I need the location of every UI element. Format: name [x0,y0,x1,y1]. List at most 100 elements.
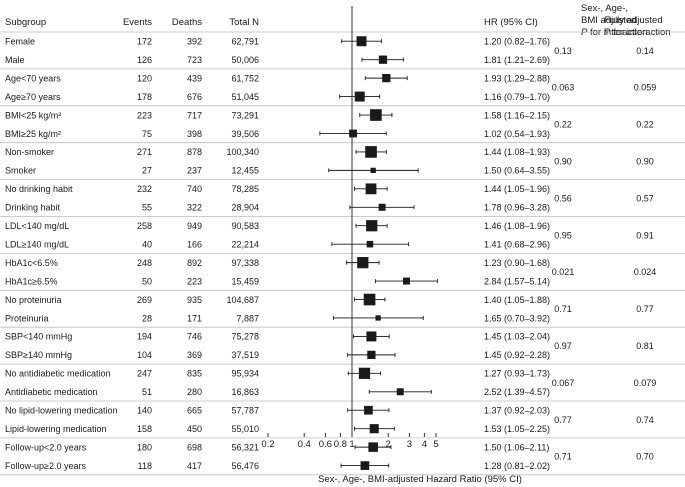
hr-point [365,183,377,195]
row-deaths: 369 [187,350,202,360]
hr-point [378,55,388,64]
row-hr-text: 1.23 (0.90–1.68) [484,258,550,268]
row-total: 61,752 [231,73,259,83]
row-total: 28,904 [231,203,259,213]
row-hr-text: 1.20 (0.82–1.76) [484,37,550,47]
group-separators [0,31,685,476]
table-row: Follow-up≥2.0 years 118 417 56,476 1.28 (0.8… [5,461,550,471]
p-interaction-sab: 0.90 [554,156,572,166]
row-events: 271 [137,147,152,157]
row-label: LDL≥140 mg/dL [5,239,69,249]
row-deaths: 740 [187,184,202,194]
row-label: LDL<140 mg/dL [5,221,69,231]
row-deaths: 746 [187,332,202,342]
x-tick-label: 0.6 [319,439,332,450]
row-label: SBP<140 mmHg [5,332,72,342]
x-tick-label: 0.4 [298,439,311,450]
row-label: HbA1c<6.5% [5,258,58,268]
row-hr-text: 1.93 (1.29–2.88) [484,73,550,83]
row-deaths: 392 [187,37,202,47]
row-deaths: 892 [187,258,202,268]
hr-point [368,442,378,452]
header-p1-line1: Sex-, Age-, [581,3,628,14]
header-p1-p: P [581,27,588,38]
row-label: Drinking habit [5,203,61,213]
row-events: 194 [137,332,152,342]
p-interaction-sab: 0.97 [554,341,572,351]
p-interaction-full: 0.77 [636,304,654,314]
p-interaction-sab: 0.77 [554,415,572,425]
row-total: 12,455 [231,166,259,176]
table-row: No drinking habit 232 740 78,285 1.44 (1.05–… [5,183,550,195]
x-tick-label: 4 [422,439,427,450]
table-row: No antidiabetic medication 247 835 95,934 1.… [5,367,550,379]
table-row: Smoker 27 237 12,455 1.50 (0.64–3.55) [5,166,550,176]
row-events: 55 [142,203,152,213]
row-events: 248 [137,258,152,268]
row-events: 223 [137,110,152,120]
hr-point [366,220,378,232]
table-row: Lipid-lowering medication 158 450 55,010 1.5… [5,424,550,434]
hr-point [366,240,374,248]
hr-point [364,405,373,415]
header-p1-suffix: for interaction [587,27,647,38]
row-label: Age<70 years [5,73,61,83]
row-events: 232 [137,184,152,194]
row-hr-text: 2.52 (1.39–4.57) [484,387,550,397]
hr-point [370,167,376,174]
row-label: Age≥70 years [5,92,61,102]
p-interaction-sab: 0.22 [554,120,572,130]
hr-point [367,350,376,359]
p-interaction-full: 0.57 [636,193,654,203]
row-total: 95,934 [231,369,259,379]
row-deaths: 417 [187,461,202,471]
row-total: 39,506 [231,129,259,139]
p-interaction-full: 0.70 [636,452,654,462]
hr-point [358,367,371,379]
row-events: 172 [137,37,152,47]
row-deaths: 450 [187,424,202,434]
header-p2-p: P [604,27,611,38]
hr-point [378,203,386,211]
table-row: LDL≥140 mg/dL 40 166 22,214 1.41 (0.68–2.96) [5,239,550,249]
table-rows: Female 172 392 62,791 1.20 (0.82–1.76)Male 12… [5,36,550,471]
row-deaths: 676 [187,92,202,102]
table-row: Antidiabetic medication 51 280 16,863 2.52 (… [5,387,550,397]
row-hr-text: 1.37 (0.92–2.03) [484,406,550,416]
p-interaction-sab: 0.95 [554,230,572,240]
row-events: 104 [137,350,152,360]
row-deaths: 698 [187,442,202,452]
row-events: 40 [142,239,152,249]
table-row: SBP≥140 mmHg 104 369 37,519 1.45 (0.92–2.28) [5,350,550,360]
p-interaction-sab: 0.71 [554,304,572,314]
row-label: Male [5,55,25,65]
row-hr-text: 1.44 (1.05–1.96) [484,184,550,194]
row-events: 158 [137,424,152,434]
table-row: Female 172 392 62,791 1.20 (0.82–1.76) [5,36,550,47]
interaction-p-values: 0.13 0.14 0.063 0.059 0.22 0.22 0.90 0.90 0.56 0.… [552,46,657,462]
row-total: 22,214 [231,239,259,249]
header-p1-line2: BMI adjusted [581,15,636,26]
row-hr-text: 1.44 (1.08–1.93) [484,147,550,157]
row-total: 75,278 [231,332,259,342]
p-interaction-sab: 0.13 [554,46,572,56]
row-hr-text: 1.45 (1.03–2.04) [484,332,550,342]
x-tick-label: 2 [386,439,391,450]
p-interaction-sab: 0.71 [554,452,572,462]
row-total: 51,045 [231,92,259,102]
row-hr-text: 1.41 (0.68–2.96) [484,239,550,249]
row-total: 104,687 [226,295,259,305]
p-interaction-sab: 0.067 [552,378,575,388]
x-tick-label: 5 [433,439,438,450]
row-events: 118 [138,461,152,471]
hr-point [402,277,410,285]
p-interaction-sab: 0.063 [552,83,575,93]
row-hr-text: 1.78 (0.96–3.28) [484,203,550,213]
p-interaction-full: 0.90 [636,156,654,166]
p-interaction-full: 0.14 [636,46,654,56]
table-row: Proteinuria 28 171 7,887 1.65 (0.70–3.92) [5,313,550,323]
row-label: Proteinuria [5,313,49,323]
row-events: 247 [137,369,152,379]
hr-point [382,74,391,83]
